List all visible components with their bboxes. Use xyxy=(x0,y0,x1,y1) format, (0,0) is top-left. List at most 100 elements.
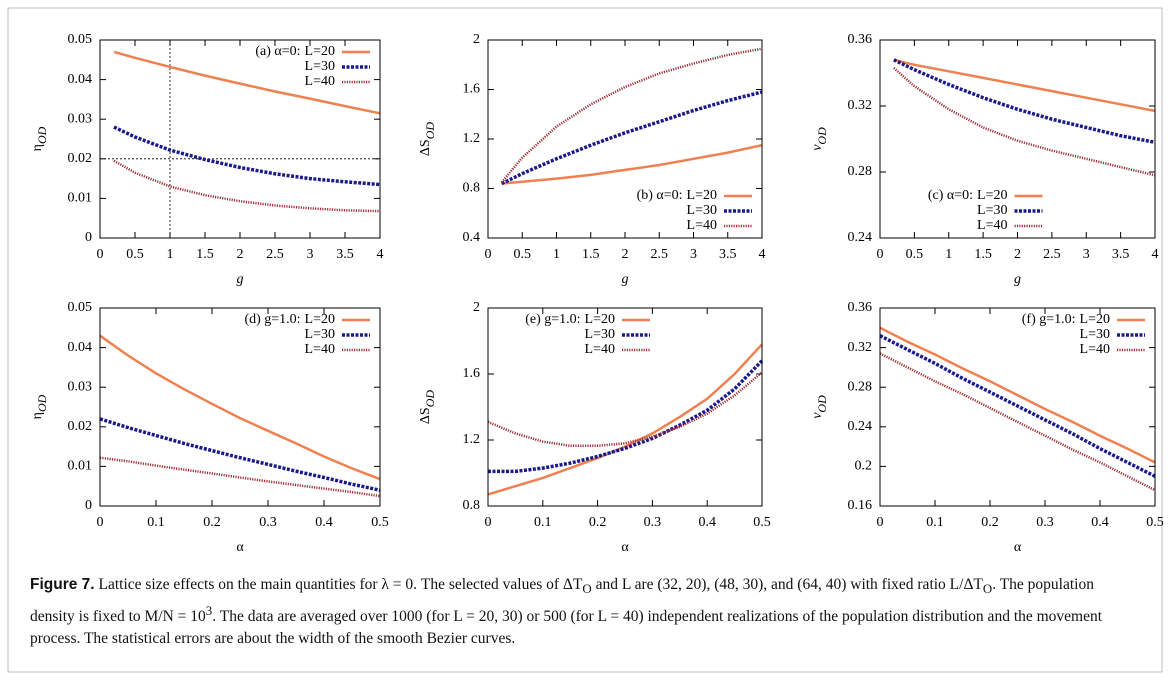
plot-frame xyxy=(879,39,1156,239)
y-axis-label-main: η xyxy=(30,412,45,419)
legend-series-name: L=40 xyxy=(977,218,1007,233)
x-tick-label: 3 xyxy=(690,247,697,262)
series-line xyxy=(500,90,763,186)
y-axis-label: ηOD xyxy=(30,126,49,151)
x-tick-label: 0.3 xyxy=(259,515,277,530)
legend-series-name: L=30 xyxy=(305,327,335,342)
x-tick-label: 1.5 xyxy=(582,247,600,262)
legend-label: (e) g=1.0: L=20 xyxy=(525,312,615,327)
y-tick-label: 2 xyxy=(473,300,480,315)
y-tick-label: 0.03 xyxy=(68,379,93,394)
y-tick-label: 0 xyxy=(85,230,92,245)
series-line xyxy=(879,326,1156,464)
y-axis-label-main: v xyxy=(810,412,825,419)
x-tick-label: 0.5 xyxy=(1146,515,1164,530)
x-tick-label: 1.5 xyxy=(974,247,992,262)
plot-frame xyxy=(487,39,763,239)
y-tick-label: 0.2 xyxy=(855,459,873,474)
series-line xyxy=(113,125,381,187)
x-tick-label: 0 xyxy=(97,515,104,530)
x-tick-label: 0.1 xyxy=(534,515,552,530)
y-tick-label: 0.02 xyxy=(68,419,93,434)
x-tick-label: 0.3 xyxy=(644,515,662,530)
x-tick-label: 0.4 xyxy=(1091,515,1109,530)
y-axis-label: ΔSOD xyxy=(418,122,437,156)
series-line xyxy=(879,352,1156,492)
caption: Figure 7. Lattice size effects on the ma… xyxy=(30,574,1140,650)
y-tick-label: 2 xyxy=(473,32,480,47)
y-tick-label: 0 xyxy=(85,498,92,513)
x-tick-label: 0.3 xyxy=(1036,515,1054,530)
y-axis-label: vOD xyxy=(810,395,829,419)
x-tick-label: 0.4 xyxy=(315,515,333,530)
series-line xyxy=(99,334,381,481)
y-axis-label-sub: OD xyxy=(815,395,829,413)
legend-series-name: L=30 xyxy=(1080,327,1110,342)
panel-label: (e) g=1.0: xyxy=(525,312,580,327)
y-tick-label: 0.32 xyxy=(848,98,873,113)
x-tick-label: 0.4 xyxy=(698,515,716,530)
legend-label: (f) g=1.0: L=20 xyxy=(1022,312,1110,327)
legend-series-name: L=20 xyxy=(585,312,615,327)
series-line xyxy=(501,143,763,185)
panel-label: (c) α=0: xyxy=(928,188,973,203)
legend-series-name: L=30 xyxy=(305,59,335,74)
x-tick-label: 3 xyxy=(307,247,314,262)
x-tick-label: 1 xyxy=(167,247,174,262)
legend-label: (b) α=0: L=20 xyxy=(637,188,717,203)
y-tick-label: 0.24 xyxy=(848,419,873,434)
x-tick-label: 1.5 xyxy=(196,247,214,262)
y-tick-label: 0.01 xyxy=(68,191,93,206)
y-axis-label-main: ΔS xyxy=(418,139,433,156)
x-tick-label: 0.5 xyxy=(514,247,532,262)
legend-label: L=30 xyxy=(585,327,615,342)
x-tick-label: 2 xyxy=(1014,247,1021,262)
x-tick-label: 0.1 xyxy=(147,515,165,530)
series-line xyxy=(99,456,381,498)
plot-frame xyxy=(99,39,381,239)
legend-series-name: L=40 xyxy=(585,342,615,357)
caption-text: Lattice size effects on the main quantit… xyxy=(98,576,583,593)
x-tick-label: 3.5 xyxy=(719,247,737,262)
legend-series-name: L=30 xyxy=(687,203,717,218)
y-tick-label: 1.2 xyxy=(463,432,481,447)
legend-label: L=40 xyxy=(305,74,335,89)
x-tick-label: 2.5 xyxy=(1043,247,1061,262)
y-tick-label: 0.05 xyxy=(68,32,93,47)
series-line xyxy=(99,417,381,492)
y-tick-label: 0.28 xyxy=(848,164,873,179)
x-tick-label: 0 xyxy=(877,247,884,262)
panel-label: (f) g=1.0: xyxy=(1022,312,1076,327)
x-tick-label: 0 xyxy=(97,247,104,262)
y-tick-label: 0.8 xyxy=(463,181,481,196)
y-tick-label: 0.16 xyxy=(848,498,873,513)
x-tick-label: 2 xyxy=(622,247,629,262)
y-axis-label: ηOD xyxy=(30,394,49,419)
panel-label: (b) α=0: xyxy=(637,188,683,203)
caption-text: . The data are averaged over 1000 (for L… xyxy=(30,608,1103,648)
y-tick-label: 0.36 xyxy=(848,32,873,47)
legend-series-name: L=30 xyxy=(977,203,1007,218)
caption-text: and L are (32, 20), (48, 30), and (64, 4… xyxy=(591,576,983,593)
x-axis-label: g xyxy=(622,272,629,287)
y-axis-label-sub: OD xyxy=(35,126,49,144)
legend-series-name: L=40 xyxy=(305,342,335,357)
x-tick-label: 0.5 xyxy=(906,247,924,262)
series-line xyxy=(893,58,1156,113)
x-tick-label: 4 xyxy=(377,247,384,262)
caption-text: . The population density is fixed to M/N… xyxy=(30,576,1094,626)
y-tick-label: 1.2 xyxy=(463,131,481,146)
legend-label: L=40 xyxy=(977,218,1007,233)
y-tick-label: 0.04 xyxy=(68,340,93,355)
legend-label: (a) α=0: L=20 xyxy=(255,44,335,59)
legend-label: L=40 xyxy=(585,342,615,357)
x-tick-label: 2.5 xyxy=(266,247,284,262)
y-tick-label: 0.32 xyxy=(848,340,873,355)
x-axis-label: g xyxy=(1014,272,1021,287)
x-tick-label: 3.5 xyxy=(1112,247,1130,262)
panel-label: (a) α=0: xyxy=(255,44,300,59)
legend-series-name: L=20 xyxy=(687,188,717,203)
x-axis-label: α xyxy=(236,540,244,555)
y-axis-label: ΔSOD xyxy=(418,390,437,424)
